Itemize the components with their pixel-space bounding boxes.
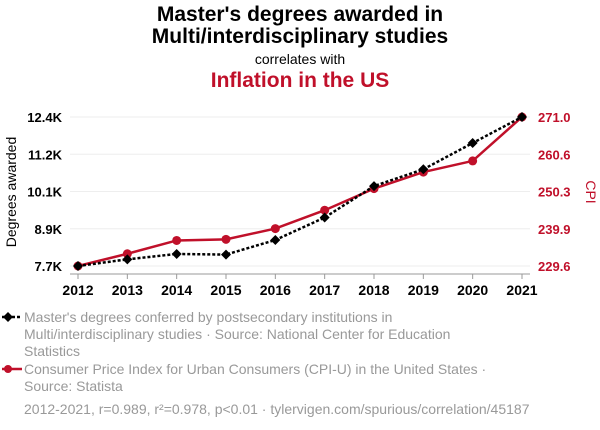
series-cpi-line (77, 116, 523, 268)
legend-circle-icon (4, 365, 12, 373)
degrees-point (122, 254, 133, 265)
cpi-point (221, 234, 231, 244)
title-line-2: Multi/interdisciplinary studies (151, 25, 449, 48)
subtitle: correlates with (254, 51, 346, 67)
y-right-tick-label: 229.6 (538, 259, 571, 274)
y-right-axis-label: CPI (583, 180, 599, 203)
x-tick-label: 2021 (506, 282, 537, 298)
legend-text: Source: Statista (24, 378, 123, 394)
cpi-point (172, 235, 182, 245)
legend-text: Master's degrees conferred by postsecond… (24, 309, 393, 325)
y-right-tick-label: 260.6 (538, 147, 571, 162)
legend-diamond-icon (3, 312, 13, 322)
cpi-point (270, 224, 280, 234)
legend-text: Multi/interdisciplinary studies · Source… (24, 326, 451, 342)
y-right-tick-label: 239.9 (538, 222, 571, 237)
degrees-point (221, 249, 231, 260)
cpi-point (320, 205, 330, 215)
x-tick-label: 2016 (260, 282, 291, 298)
x-tick-label: 2018 (358, 282, 389, 298)
title-2: Inflation in the US (210, 69, 390, 92)
legend-text: Consumer Price Index for Urban Consumers… (24, 361, 487, 377)
degrees-point (418, 164, 429, 175)
y-left-tick-label: 10.1K (27, 185, 62, 200)
degrees-point (319, 212, 330, 223)
y-right-tick-label: 271.0 (538, 110, 571, 125)
cpi-point (468, 156, 478, 166)
y-left-tick-label: 12.4K (27, 110, 62, 125)
title-line-1: Master's degrees awarded in (156, 3, 444, 26)
y-left-tick-label: 8.9K (35, 222, 63, 237)
legend-text: Statistics (24, 343, 81, 359)
degrees-point (517, 112, 527, 122)
y-right-tick-label: 250.3 (538, 185, 571, 200)
x-tick-label: 2012 (62, 282, 93, 298)
degrees-point (467, 137, 478, 148)
legend-item-2: Consumer Price Index for Urban Consumers… (24, 361, 584, 395)
x-tick-label: 2013 (112, 282, 143, 298)
x-tick-label: 2015 (210, 282, 241, 298)
series-degrees-line (77, 115, 523, 268)
y-left-tick-label: 11.2K (28, 147, 63, 162)
x-tick-label: 2020 (457, 282, 488, 298)
x-tick-label: 2019 (408, 282, 439, 298)
y-left-tick-label: 7.7K (35, 259, 63, 274)
degrees-point (369, 181, 379, 192)
cpi-point (122, 249, 132, 259)
x-tick-label: 2017 (309, 282, 340, 298)
degrees-point (270, 235, 281, 246)
degrees-point (73, 261, 83, 271)
y-left-axis-label: Degrees awarded (3, 137, 19, 248)
x-tick-label: 2014 (161, 282, 192, 298)
legend-item-1: Master's degrees conferred by postsecond… (24, 309, 584, 360)
footer: 2012-2021, r=0.989, r²=0.978, p<0.01 · t… (24, 401, 530, 417)
degrees-point (171, 248, 182, 259)
